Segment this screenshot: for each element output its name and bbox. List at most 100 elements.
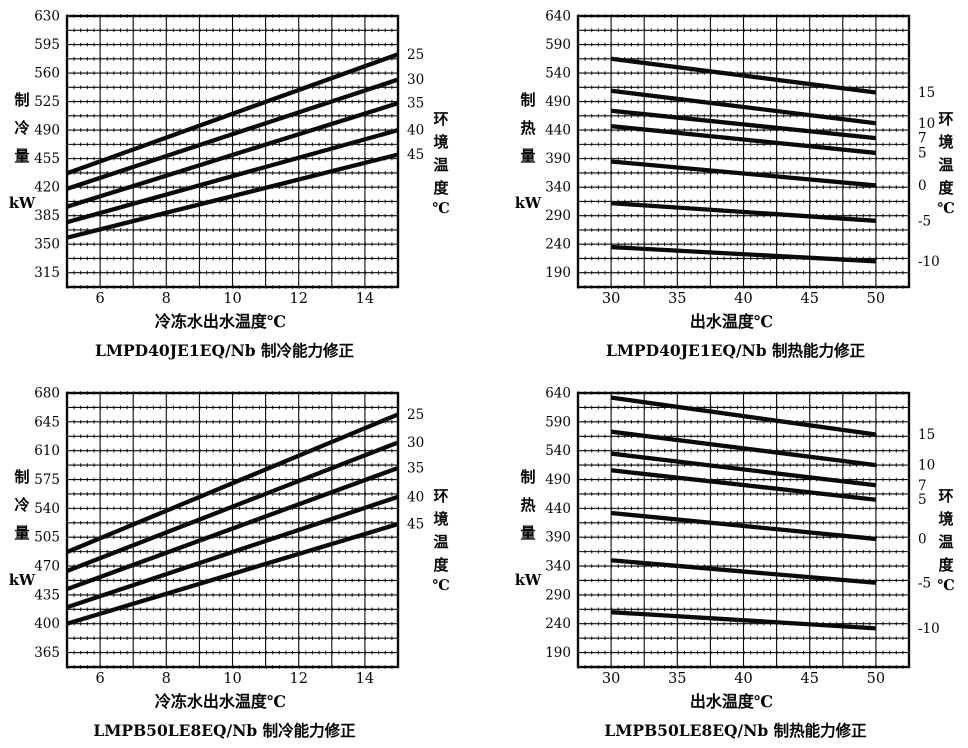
y-tick-label: 610 bbox=[34, 443, 60, 459]
y-axis-title-char: 量 bbox=[520, 147, 535, 165]
chart-lmpb50le8eq-heating: 1510750-5-106405905404904403903402902401… bbox=[515, 386, 955, 741]
series-label-7: 7 bbox=[918, 478, 927, 494]
right-axis-title-char: 环 bbox=[938, 487, 953, 505]
data-line-15 bbox=[610, 56, 877, 95]
y-tick-label: 470 bbox=[34, 559, 60, 575]
y-tick-label: 340 bbox=[545, 180, 571, 196]
series-label-0: 0 bbox=[918, 531, 927, 547]
right-axis-unit: ℃ bbox=[937, 200, 954, 217]
right-axis-unit: ℃ bbox=[432, 200, 449, 217]
y-tick-label: 240 bbox=[545, 237, 571, 253]
x-tick-label: 50 bbox=[867, 291, 885, 307]
data-line-35 bbox=[66, 465, 399, 592]
data-line-45 bbox=[66, 521, 399, 626]
y-axis-title-char: 量 bbox=[14, 524, 29, 542]
data-line-7 bbox=[610, 451, 877, 488]
y-tick-label: 490 bbox=[545, 472, 571, 488]
plot-border bbox=[576, 14, 911, 289]
y-axis-title-char: 量 bbox=[520, 524, 535, 542]
series-label--5: -5 bbox=[918, 213, 931, 229]
y-axis-title-char: 冷 bbox=[14, 119, 29, 137]
data-line-40 bbox=[66, 128, 399, 225]
x-tick-label: 35 bbox=[668, 291, 686, 307]
series-label--10: -10 bbox=[918, 621, 940, 637]
data-line-25 bbox=[66, 412, 399, 555]
x-tick-label: 30 bbox=[602, 671, 620, 687]
y-tick-label: 440 bbox=[545, 501, 571, 517]
right-axis-title-char: 温 bbox=[433, 533, 448, 551]
y-tick-label: 390 bbox=[545, 530, 571, 546]
series-label--10: -10 bbox=[918, 254, 940, 270]
y-tick-label: 490 bbox=[34, 123, 60, 139]
x-tick-label: 14 bbox=[356, 291, 374, 307]
data-line--5 bbox=[610, 558, 877, 585]
y-tick-label: 505 bbox=[34, 530, 60, 546]
y-tick-label: 590 bbox=[545, 414, 571, 430]
right-axis-title-char: 境 bbox=[938, 133, 953, 151]
series-label-10: 10 bbox=[918, 116, 935, 132]
x-tick-label: 10 bbox=[223, 291, 241, 307]
right-axis-title-char: 度 bbox=[433, 179, 449, 197]
x-tick-label: 6 bbox=[95, 291, 104, 307]
series-label-35: 35 bbox=[407, 96, 424, 112]
series-label-25: 25 bbox=[407, 407, 424, 423]
series-label-15: 15 bbox=[918, 85, 935, 101]
x-tick-label: 45 bbox=[800, 291, 818, 307]
x-axis-title: 出水温度℃ bbox=[690, 312, 773, 331]
x-tick-label: 50 bbox=[867, 671, 885, 687]
y-tick-label: 540 bbox=[545, 443, 571, 459]
right-axis-title-char: 境 bbox=[938, 510, 953, 528]
data-line-0 bbox=[610, 510, 877, 542]
data-line-25 bbox=[66, 52, 399, 176]
y-tick-label: 540 bbox=[34, 501, 60, 517]
right-axis-title-char: 度 bbox=[433, 556, 449, 574]
data-line-10 bbox=[610, 88, 877, 126]
chart-caption: LMPD40JE1EQ/Nb 制冷能力修正 bbox=[95, 341, 355, 360]
right-axis-title-char: 环 bbox=[433, 110, 448, 128]
x-tick-label: 6 bbox=[95, 671, 104, 687]
data-line-0 bbox=[610, 159, 877, 188]
x-axis-title: 出水温度℃ bbox=[690, 692, 773, 711]
y-tick-label: 540 bbox=[545, 66, 571, 82]
data-line-30 bbox=[66, 440, 399, 574]
series-label-5: 5 bbox=[918, 492, 927, 508]
y-tick-label: 190 bbox=[545, 645, 571, 661]
y-axis-title-char: 制 bbox=[14, 91, 29, 109]
y-tick-label: 290 bbox=[545, 208, 571, 224]
series-label--5: -5 bbox=[918, 575, 931, 591]
right-axis-title-char: 度 bbox=[938, 556, 954, 574]
series-label-25: 25 bbox=[407, 47, 424, 63]
x-tick-label: 10 bbox=[223, 671, 241, 687]
x-tick-label: 8 bbox=[162, 291, 171, 307]
x-tick-label: 40 bbox=[734, 671, 752, 687]
plot-border bbox=[65, 391, 400, 669]
y-tick-label: 390 bbox=[545, 151, 571, 167]
x-axis-title: 冷冻水出水温度℃ bbox=[155, 692, 286, 711]
y-tick-label: 340 bbox=[545, 559, 571, 575]
chart-caption: LMPD40JE1EQ/Nb 制热能力修正 bbox=[606, 341, 866, 360]
y-tick-label: 190 bbox=[545, 265, 571, 281]
data-line-30 bbox=[66, 77, 399, 191]
chart-caption: LMPB50LE8EQ/Nb 制热能力修正 bbox=[604, 721, 867, 740]
series-label-45: 45 bbox=[407, 147, 424, 163]
y-axis-title-char: 制 bbox=[520, 468, 535, 486]
y-axis-title-char: 热 bbox=[520, 119, 535, 137]
right-axis-title-char: 境 bbox=[433, 133, 448, 151]
y-tick-label: 595 bbox=[34, 37, 60, 53]
y-tick-label: 490 bbox=[545, 94, 571, 110]
plot-border bbox=[65, 14, 400, 289]
y-tick-label: 240 bbox=[545, 616, 571, 632]
y-tick-label: 640 bbox=[545, 9, 571, 25]
x-axis-title: 冷冻水出水温度℃ bbox=[155, 312, 286, 331]
data-line--10 bbox=[610, 244, 877, 264]
y-tick-label: 680 bbox=[34, 386, 60, 402]
y-axis-title-char: 量 bbox=[14, 147, 29, 165]
y-axis-unit: kW bbox=[515, 195, 542, 212]
x-tick-label: 40 bbox=[734, 291, 752, 307]
y-tick-label: 640 bbox=[545, 386, 571, 402]
chart-lmpd40je1eq-heating: 1510750-5-106405905404904403903402902401… bbox=[515, 9, 955, 361]
y-axis-unit: kW bbox=[515, 572, 542, 589]
right-axis-title-char: 温 bbox=[938, 533, 953, 551]
data-line--10 bbox=[610, 610, 877, 631]
